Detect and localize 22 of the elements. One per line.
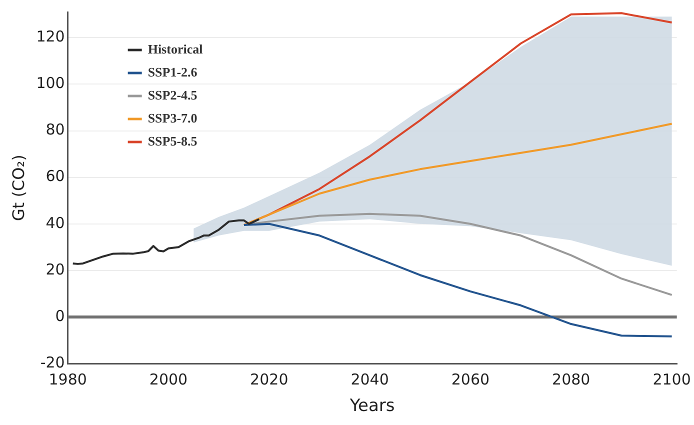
legend-label: SSP2-4.5 <box>148 87 198 102</box>
legend-label: SSP1-2.6 <box>148 64 198 80</box>
y-axis-title: Gt (CO₂) <box>8 154 28 222</box>
y-tick-label: 0 <box>55 306 65 325</box>
y-tick-label: 100 <box>36 74 65 92</box>
y-tick-label: -20 <box>40 353 65 372</box>
x-tick-label: 2080 <box>552 370 590 388</box>
x-tick-label: 2020 <box>250 370 288 388</box>
y-tick-label: 60 <box>46 167 65 186</box>
x-tick-label: 2060 <box>451 370 490 388</box>
x-tick-label: 2000 <box>149 370 188 388</box>
legend-label: SSP3-7.0 <box>148 110 198 126</box>
y-tick-label: 40 <box>46 214 65 232</box>
legend-label: SSP5-8.5 <box>148 133 198 148</box>
y-tick-label: 120 <box>36 28 65 46</box>
x-tick-label: 2100 <box>652 370 691 388</box>
y-tick-label: 80 <box>46 120 65 139</box>
x-tick-label: 1980 <box>48 370 87 388</box>
x-axis-title: Years <box>348 396 395 416</box>
legend-label: Historical <box>148 41 204 56</box>
x-tick-label: 2040 <box>350 370 389 388</box>
y-tick-label: 20 <box>46 260 65 278</box>
